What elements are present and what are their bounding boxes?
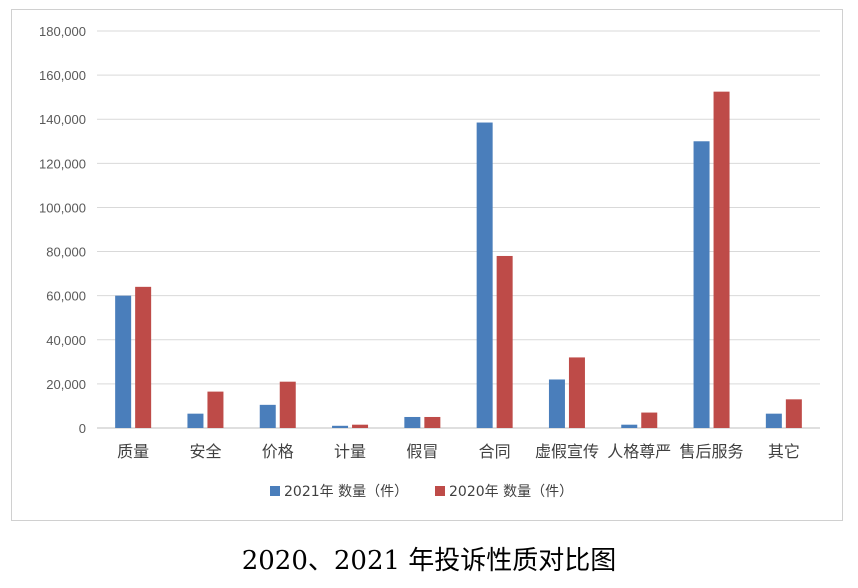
bar-series-1 bbox=[548, 379, 565, 428]
bar-series-1 bbox=[404, 416, 421, 428]
y-tick-label: 180,000 bbox=[39, 24, 86, 39]
y-tick-label: 160,000 bbox=[39, 68, 86, 83]
bar-series-2 bbox=[352, 424, 369, 428]
bar-series-1 bbox=[259, 404, 276, 428]
bar-series-1 bbox=[187, 413, 204, 428]
bar-series-2 bbox=[785, 399, 802, 428]
x-tick-label: 质量 bbox=[117, 442, 149, 461]
y-tick-label: 40,000 bbox=[46, 333, 86, 348]
bar-series-1 bbox=[693, 141, 710, 428]
x-tick-label: 售后服务 bbox=[680, 442, 744, 461]
bar-series-2 bbox=[207, 391, 224, 428]
chart-caption: 2020、2021 年投诉性质对比图 bbox=[241, 546, 617, 576]
grid-lines bbox=[97, 30, 820, 429]
bar-series-2 bbox=[641, 412, 658, 428]
x-tick-label: 假冒 bbox=[406, 442, 438, 461]
legend-label: 2020年 数量（件） bbox=[449, 484, 573, 500]
bar-series-1 bbox=[115, 295, 132, 428]
y-tick-label: 20,000 bbox=[46, 377, 86, 392]
y-tick-label: 60,000 bbox=[46, 289, 86, 304]
x-tick-label: 其它 bbox=[768, 442, 800, 461]
x-tick-label: 虚假宣传 bbox=[535, 442, 599, 461]
bar-series-1 bbox=[621, 424, 638, 428]
y-axis: 0 20,000 40,000 60,000 80,000 100,000 120,000 1… bbox=[39, 24, 86, 436]
legend: 2021年 数量（件） 2020年 数量（件） bbox=[270, 484, 573, 500]
bar-series-2 bbox=[424, 416, 441, 428]
legend-swatch bbox=[270, 486, 280, 496]
x-tick-label: 计量 bbox=[334, 442, 366, 461]
bar-series-2 bbox=[713, 91, 730, 429]
y-tick-label: 100,000 bbox=[39, 200, 86, 215]
x-tick-label: 价格 bbox=[262, 442, 294, 461]
bar-series-1 bbox=[765, 413, 782, 428]
x-axis: 质量 安全 价格 计量 假冒 合同 虚假宣传 人格尊严 售后服务 其它 bbox=[117, 442, 800, 461]
bar-series-1 bbox=[332, 425, 349, 428]
y-tick-label: 140,000 bbox=[39, 112, 86, 127]
x-tick-label: 合同 bbox=[479, 442, 511, 461]
y-tick-label: 80,000 bbox=[46, 245, 86, 260]
legend-swatch bbox=[435, 486, 445, 496]
y-tick-label: 0 bbox=[79, 421, 86, 436]
x-tick-label: 人格尊严 bbox=[607, 442, 671, 461]
bar-series-1 bbox=[476, 122, 493, 429]
bar-series-2 bbox=[496, 255, 513, 428]
bar-chart: 0 20,000 40,000 60,000 80,000 100,000 120,000 1… bbox=[39, 24, 820, 500]
bar-series-2 bbox=[135, 286, 152, 428]
bar-series-2 bbox=[568, 357, 585, 428]
bars bbox=[115, 91, 802, 429]
x-tick-label: 安全 bbox=[189, 442, 221, 461]
legend-label: 2021年 数量（件） bbox=[284, 484, 408, 500]
bar-series-2 bbox=[279, 381, 296, 428]
y-tick-label: 120,000 bbox=[39, 156, 86, 171]
